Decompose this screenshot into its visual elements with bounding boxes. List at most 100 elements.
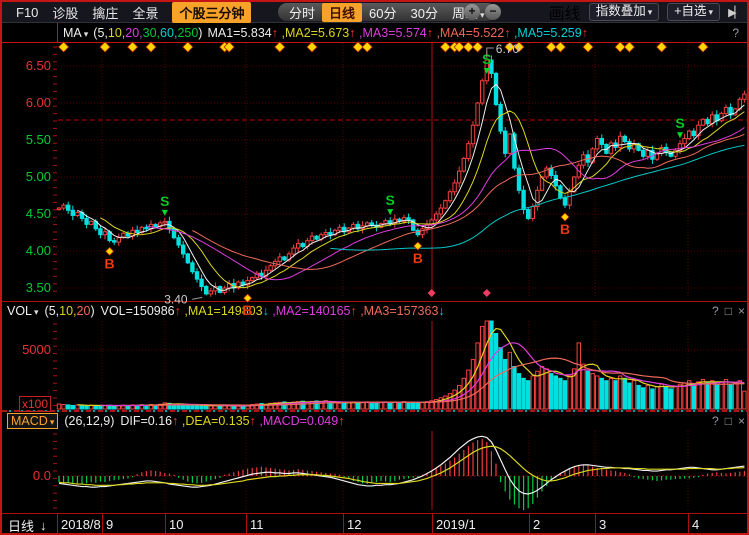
chevron-down-icon: ▾ (479, 9, 485, 20)
x-tick-label: 4 (692, 517, 700, 532)
text-segment: ) (90, 304, 95, 318)
tab-daily[interactable]: 日线 (322, 2, 363, 22)
diagnose-stock-button[interactable]: 诊股 (52, 5, 79, 21)
macd-zero-label: 0.0 (33, 468, 51, 483)
vol-dropdown[interactable]: VOL ▾ (7, 304, 39, 318)
draw-line-button[interactable]: 画线 (548, 6, 581, 23)
event-diamond-marker[interactable] (306, 41, 318, 53)
x-axis-separator (529, 514, 530, 533)
text-segment: ,MA3=157363 (356, 304, 439, 318)
peak-price-label: 6.70 (496, 42, 520, 56)
catch-banker-button[interactable]: 擒庄 (92, 5, 119, 21)
chevron-down-icon: ▾ (34, 307, 39, 317)
vol-values: VOL=150986↑ ,MA1=149803↓ ,MA2=140165↑ ,M… (101, 304, 445, 318)
collapse-panel-icon[interactable]: ▶▏ (728, 6, 743, 19)
event-diamond-marker[interactable] (513, 41, 525, 53)
text-segment: ,MA4=5.522 (432, 25, 505, 40)
text-segment: DIF=0.16 (120, 414, 173, 428)
event-diamond-marker[interactable] (623, 41, 635, 53)
buy-signal-marker[interactable]: B (104, 255, 115, 271)
x-axis-separator (688, 514, 689, 533)
event-diamond-marker[interactable] (99, 41, 111, 53)
volume-tick-label: 5000 (22, 342, 51, 357)
price-tick-label: 3.50 (26, 280, 51, 295)
volume-panel-header: VOL ▾ (5,10,20) VOL=150986↑ ,MA1=149803↓ … (2, 301, 747, 320)
panorama-button[interactable]: 全景 (132, 5, 159, 21)
tab-30min[interactable]: 30分 (410, 5, 438, 21)
price-tick-label: 6.50 (26, 58, 51, 73)
index-overlay-button[interactable]: 指数叠加 ▾ (588, 3, 660, 21)
ma-params: (5,10,20,30,60,250) (93, 26, 202, 40)
event-diamond-marker[interactable] (545, 41, 557, 53)
ex-rights-diamond-marker[interactable] (427, 289, 436, 297)
x-tick-label: 2019/1 (436, 517, 476, 532)
help-icon[interactable]: ? (732, 26, 739, 40)
ex-rights-diamond-marker[interactable] (482, 289, 491, 297)
x-tick-label: 3 (599, 517, 607, 532)
price-tick-label: 5.00 (26, 169, 51, 184)
text-segment: 20, (125, 25, 143, 40)
text-segment: ,MA5=5.259 (510, 25, 582, 40)
sell-signal-marker[interactable]: S (160, 193, 170, 209)
event-diamond-marker[interactable] (361, 41, 373, 53)
event-diamond-marker[interactable] (656, 41, 668, 53)
x-axis-separator (343, 514, 344, 533)
event-diamond-marker[interactable] (223, 41, 235, 53)
text-segment: 30, (142, 25, 161, 40)
price-tick-label: 6.00 (26, 95, 51, 110)
f10-button[interactable]: F10 (16, 4, 39, 20)
text-segment: ,MA3=5.574 (355, 25, 427, 40)
event-diamond-marker[interactable] (554, 41, 566, 53)
event-diamond-marker[interactable] (439, 41, 451, 53)
maximize-icon[interactable]: □ (724, 414, 732, 428)
text-segment: ,MA2=5.673 (278, 25, 350, 40)
panel-divider (2, 410, 747, 412)
close-icon[interactable]: × (737, 304, 745, 318)
tab-60min[interactable]: 60分 (369, 5, 397, 21)
text-segment: ↑ (271, 25, 279, 40)
tab-intraday[interactable]: 分时 (289, 5, 316, 21)
macd-dropdown[interactable]: MACD ▾ (7, 413, 59, 429)
text-segment: 250 (177, 25, 199, 40)
stock-3min-button[interactable]: 个股三分钟 (172, 2, 252, 23)
text-segment: 60, (160, 25, 178, 40)
buy-signal-marker[interactable]: B (242, 302, 253, 318)
event-diamond-marker[interactable] (58, 41, 70, 53)
period-indicator[interactable]: 日线 ↓ (2, 514, 58, 533)
help-icon[interactable]: ? (712, 304, 719, 318)
event-diamond-marker[interactable] (582, 41, 594, 53)
ma-dropdown[interactable]: MA ▾ (63, 25, 89, 40)
help-icon[interactable]: ? (712, 414, 719, 428)
event-diamond-marker[interactable] (472, 41, 484, 53)
close-icon[interactable]: × (737, 414, 745, 428)
text-segment: (5, (93, 25, 108, 40)
trough-price-label: 3.40 (164, 292, 188, 306)
event-diamond-marker[interactable] (352, 41, 364, 53)
event-diamond-marker[interactable] (462, 41, 474, 53)
event-diamond-marker[interactable] (274, 41, 286, 53)
text-segment: (5, (44, 304, 60, 318)
sell-signal-marker[interactable]: S (482, 51, 492, 67)
sell-signal-marker[interactable]: S (675, 115, 685, 131)
vol-params: (5,10,20) (45, 304, 95, 318)
maximize-icon[interactable]: □ (724, 304, 732, 318)
event-diamond-marker[interactable] (182, 41, 194, 53)
zoom-in-button[interactable]: + (464, 4, 480, 20)
time-axis-bar: 日线 ↓ 2018/8 9 10 11 12 2019/1 2 3 4 (2, 513, 747, 533)
text-segment: ↑ (249, 414, 256, 428)
sell-signal-marker[interactable]: S (385, 192, 395, 208)
event-diamond-marker[interactable] (697, 41, 709, 53)
text-segment: ,MA1=149803 (180, 304, 263, 318)
zoom-out-button[interactable]: − (485, 4, 501, 20)
event-diamond-marker[interactable] (127, 41, 139, 53)
arrow-down-icon: ↓ (40, 517, 47, 533)
event-diamond-marker[interactable] (145, 41, 157, 53)
add-watchlist-button[interactable]: +自选 ▾ (667, 3, 721, 21)
x-tick-label: 12 (347, 517, 362, 532)
buy-signal-marker[interactable]: B (413, 250, 424, 266)
buy-signal-marker[interactable]: B (560, 221, 571, 237)
chevron-down-icon: ▾ (708, 7, 714, 17)
event-diamond-marker[interactable] (614, 41, 626, 53)
chevron-down-icon: ▾ (647, 7, 653, 17)
